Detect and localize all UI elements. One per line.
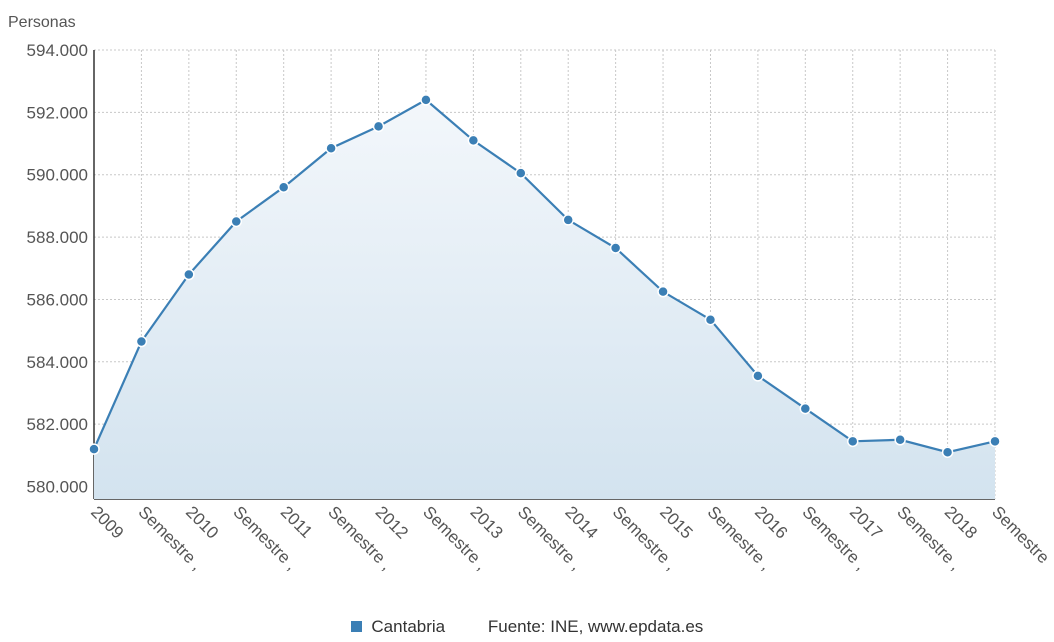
data-point[interactable] <box>372 120 385 133</box>
data-point[interactable] <box>230 215 243 228</box>
data-point[interactable] <box>609 242 622 254</box>
data-point[interactable] <box>799 402 812 415</box>
source-text: Fuente: INE, www.epdata.es <box>487 617 704 636</box>
data-point[interactable] <box>846 435 859 448</box>
area-fill <box>94 99 995 499</box>
y-tick-label: 594.000 <box>27 41 88 60</box>
y-tick-label: 586.000 <box>27 290 88 309</box>
legend-item-cantabria[interactable]: Cantabria <box>350 617 450 636</box>
x-tick-label: 2012 <box>372 502 412 542</box>
data-point[interactable] <box>657 285 669 298</box>
y-tick-labels: 580.000 582.000 584.000 586.000 588.000 590.0… <box>27 41 88 497</box>
data-point[interactable] <box>752 370 764 382</box>
data-point[interactable] <box>894 434 906 446</box>
x-tick-label: 2015 <box>656 502 696 542</box>
legend-series-label: Cantabria <box>371 617 446 636</box>
x-tick-label: 2009 <box>87 502 127 542</box>
y-tick-label: 584.000 <box>27 353 88 372</box>
data-point[interactable] <box>88 443 100 455</box>
y-tick-label: 580.000 <box>27 478 88 497</box>
y-tick-label: 588.000 <box>27 228 88 247</box>
x-tick-label: 2017 <box>846 502 886 542</box>
data-point[interactable] <box>135 335 148 348</box>
series-line <box>92 98 996 454</box>
data-points <box>88 94 1001 458</box>
y-tick-label: 590.000 <box>27 166 88 185</box>
y-tick-label: 582.000 <box>27 415 88 434</box>
y-tick-label: 592.000 <box>27 103 88 122</box>
x-tick-labels: 2009 Semestre ,2010 Semestre ,2011 Semestre… <box>87 502 1053 574</box>
x-tick-label: 2014 <box>561 502 601 542</box>
data-point[interactable] <box>704 313 717 326</box>
series-line-cantabria <box>92 98 996 454</box>
x-tick-label: 2018 <box>941 502 981 542</box>
legend: Cantabria Fuente: INE, www.epdata.es <box>0 617 1054 637</box>
x-tick-label: 2013 <box>467 502 507 542</box>
data-point[interactable] <box>420 94 432 106</box>
data-point[interactable] <box>562 214 574 226</box>
x-tick-label: 2016 <box>751 502 791 542</box>
data-point[interactable] <box>277 181 290 193</box>
x-tick-label: 2010 <box>182 502 222 542</box>
data-point[interactable] <box>989 435 1001 448</box>
data-point[interactable] <box>941 446 954 458</box>
x-tick-label: 2011 <box>277 502 316 541</box>
data-point[interactable] <box>515 167 527 179</box>
area-shape <box>94 99 995 499</box>
data-point[interactable] <box>467 134 480 147</box>
legend-swatch <box>350 621 362 632</box>
x-tick-label: Semestre <box>988 502 1053 567</box>
data-point[interactable] <box>325 142 337 154</box>
data-point[interactable] <box>183 268 195 281</box>
chart: Personas 580.000 582.000 584.000 586.000 588… <box>8 14 1053 574</box>
y-axis-label: Personas <box>8 14 76 31</box>
